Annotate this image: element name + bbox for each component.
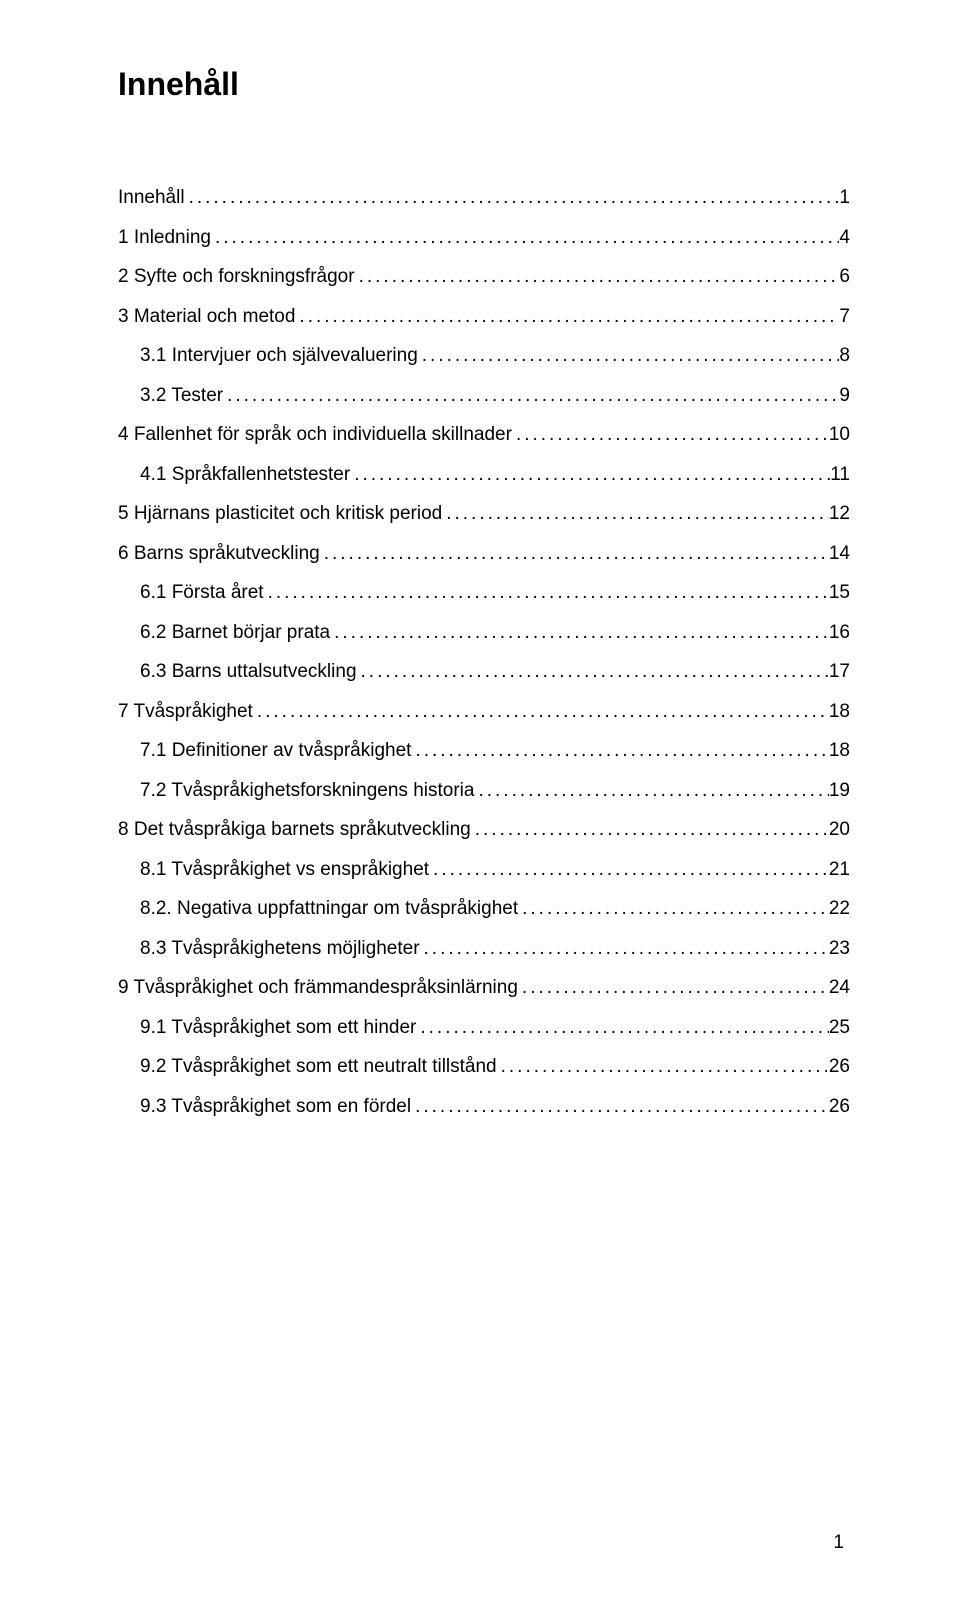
page-title: Innehåll [118, 66, 850, 103]
toc-item: 7.1 Definitioner av tvåspråkighet 18 [140, 740, 850, 762]
toc-item-page: 21 [829, 859, 850, 881]
toc-item-label: 8.3 Tvåspråkighetens möjligheter [140, 938, 420, 960]
toc-item: 9.2 Tvåspråkighet som ett neutralt tills… [140, 1056, 850, 1078]
toc-item-page: 23 [829, 938, 850, 960]
toc-leader-dots [350, 464, 830, 486]
toc-leader-dots [474, 780, 828, 802]
toc-item: 3.2 Tester 9 [140, 385, 850, 407]
toc-leader-dots [518, 898, 829, 920]
toc-leader-dots [411, 740, 828, 762]
toc-item: 6.2 Barnet börjar prata 16 [140, 622, 850, 644]
toc-leader-dots [320, 543, 829, 565]
toc-item-page: 6 [839, 266, 850, 288]
toc-item-page: 7 [839, 306, 850, 328]
toc-item-label: 4 Fallenhet för språk och individuella s… [118, 424, 512, 446]
toc-item-page: 8 [839, 345, 850, 367]
toc-item: 9 Tvåspråkighet och främmandespråksinlär… [118, 977, 850, 999]
toc-item: 8.3 Tvåspråkighetens möjligheter 23 [140, 938, 850, 960]
toc-item: 6.3 Barns uttalsutveckling 17 [140, 661, 850, 683]
toc-item-page: 4 [839, 227, 850, 249]
toc-item: 8.1 Tvåspråkighet vs enspråkighet 21 [140, 859, 850, 881]
toc-leader-dots [512, 424, 829, 446]
toc-leader-dots [420, 938, 829, 960]
toc-item-label: 6.1 Första året [140, 582, 264, 604]
toc-leader-dots [264, 582, 829, 604]
toc-item: 6.1 Första året 15 [140, 582, 850, 604]
toc-item: 8 Det tvåspråkiga barnets språkutvecklin… [118, 819, 850, 841]
toc-item-page: 24 [829, 977, 850, 999]
toc-item-label: 7.2 Tvåspråkighetsforskningens historia [140, 780, 474, 802]
toc-leader-dots [429, 859, 829, 881]
toc-item-label: 8.2. Negativa uppfattningar om tvåspråki… [140, 898, 518, 920]
toc-item-page: 18 [829, 740, 850, 762]
toc-item-label: 6 Barns språkutveckling [118, 543, 320, 565]
toc-leader-dots [471, 819, 829, 841]
toc-item-page: 22 [829, 898, 850, 920]
toc-item-page: 25 [829, 1017, 850, 1039]
toc-item-page: 16 [829, 622, 850, 644]
toc-item: Innehåll 1 [118, 187, 850, 209]
toc-item-label: 6.3 Barns uttalsutveckling [140, 661, 357, 683]
toc-leader-dots [411, 1096, 829, 1118]
toc-item-page: 26 [829, 1056, 850, 1078]
toc-item-label: 8.1 Tvåspråkighet vs enspråkighet [140, 859, 429, 881]
toc-item-page: 18 [829, 701, 850, 723]
toc-leader-dots [211, 227, 839, 249]
toc-item-label: 9 Tvåspråkighet och främmandespråksinlär… [118, 977, 518, 999]
toc-item-label: 3.2 Tester [140, 385, 223, 407]
toc-item-label: 5 Hjärnans plasticitet och kritisk perio… [118, 503, 442, 525]
toc-leader-dots [357, 661, 829, 683]
toc-item-page: 20 [829, 819, 850, 841]
toc-item-page: 10 [829, 424, 850, 446]
toc-leader-dots [418, 345, 840, 367]
toc-item: 4.1 Språkfallenhetstester 11 [140, 464, 850, 486]
toc-item: 9.1 Tvåspråkighet som ett hinder 25 [140, 1017, 850, 1039]
toc-item-label: 8 Det tvåspråkiga barnets språkutvecklin… [118, 819, 471, 841]
toc-leader-dots [295, 306, 839, 328]
toc-item: 6 Barns språkutveckling 14 [118, 543, 850, 565]
toc-item: 8.2. Negativa uppfattningar om tvåspråki… [140, 898, 850, 920]
toc-item-label: 2 Syfte och forskningsfrågor [118, 266, 355, 288]
toc-leader-dots [355, 266, 840, 288]
toc-item-label: 4.1 Språkfallenhetstester [140, 464, 350, 486]
toc-item-page: 11 [830, 464, 850, 486]
toc-leader-dots [442, 503, 829, 525]
toc-leader-dots [185, 187, 840, 209]
toc-item-page: 19 [829, 780, 850, 802]
toc-item-label: 7.1 Definitioner av tvåspråkighet [140, 740, 411, 762]
toc-item: 2 Syfte och forskningsfrågor 6 [118, 266, 850, 288]
toc-item-label: 9.3 Tvåspråkighet som en fördel [140, 1096, 411, 1118]
toc-item: 9.3 Tvåspråkighet som en fördel 26 [140, 1096, 850, 1118]
toc-leader-dots [416, 1017, 829, 1039]
toc-leader-dots [518, 977, 829, 999]
toc-leader-dots [223, 385, 839, 407]
toc-item-label: Innehåll [118, 187, 185, 209]
toc-item-label: 3.1 Intervjuer och självevaluering [140, 345, 418, 367]
toc-item: 4 Fallenhet för språk och individuella s… [118, 424, 850, 446]
toc-item: 3 Material och metod 7 [118, 306, 850, 328]
toc-leader-dots [497, 1056, 829, 1078]
toc-item-page: 26 [829, 1096, 850, 1118]
toc-item-label: 1 Inledning [118, 227, 211, 249]
toc-leader-dots [330, 622, 829, 644]
toc-item: 1 Inledning 4 [118, 227, 850, 249]
toc-leader-dots [253, 701, 829, 723]
toc-item-page: 9 [839, 385, 850, 407]
toc-item: 3.1 Intervjuer och självevaluering 8 [140, 345, 850, 367]
toc-item-label: 3 Material och metod [118, 306, 295, 328]
toc-item-page: 14 [829, 543, 850, 565]
page-number: 1 [833, 1532, 844, 1554]
toc-item-label: 7 Tvåspråkighet [118, 701, 253, 723]
toc-item: 7 Tvåspråkighet 18 [118, 701, 850, 723]
toc-item-page: 1 [839, 187, 850, 209]
toc-item: 7.2 Tvåspråkighetsforskningens historia 1… [140, 780, 850, 802]
toc-list: Innehåll 1 1 Inledning 4 2 Syfte och forskni… [118, 187, 850, 1118]
toc-item-label: 9.2 Tvåspråkighet som ett neutralt tills… [140, 1056, 497, 1078]
toc-item-page: 15 [829, 582, 850, 604]
toc-item-page: 12 [829, 503, 850, 525]
toc-item-label: 9.1 Tvåspråkighet som ett hinder [140, 1017, 416, 1039]
toc-item-label: 6.2 Barnet börjar prata [140, 622, 330, 644]
toc-item-page: 17 [829, 661, 850, 683]
toc-item: 5 Hjärnans plasticitet och kritisk perio… [118, 503, 850, 525]
